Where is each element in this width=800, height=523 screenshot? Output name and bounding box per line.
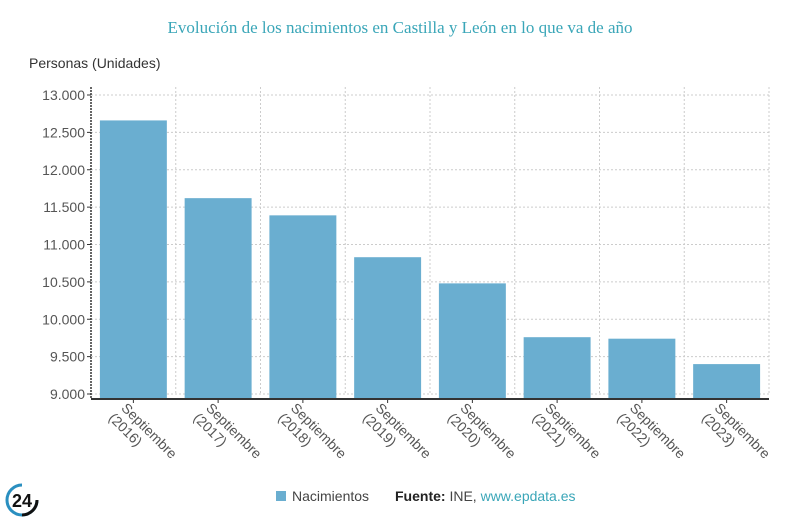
logo-text: 24 bbox=[12, 491, 32, 511]
y-tick-label: 10.000 bbox=[42, 311, 85, 327]
source-text: INE, bbox=[445, 488, 481, 504]
y-tick-label: 9.000 bbox=[50, 386, 85, 402]
legend-label-nacimientos: Nacimientos bbox=[292, 488, 370, 504]
y-tick-label: 10.500 bbox=[42, 274, 85, 290]
x-tick-label: Septiembre(2017) bbox=[190, 400, 265, 462]
legend[interactable]: Nacimientos bbox=[276, 488, 369, 504]
bar[interactable]: Septiembre (2018): 11390 bbox=[269, 215, 337, 398]
y-tick-label: 9.500 bbox=[50, 349, 85, 365]
y-axis-title: Personas (Unidades) bbox=[29, 55, 161, 71]
bar[interactable]: Septiembre (2021): 9760 bbox=[523, 337, 591, 398]
y-tick-label: 11.500 bbox=[43, 199, 85, 215]
bar[interactable]: Septiembre (2020): 10480 bbox=[438, 283, 506, 398]
x-tick-label: Septiembre(2021) bbox=[529, 400, 604, 462]
x-tick-labels: Septiembre(2016) Septiembre(2017) Septiemb… bbox=[106, 399, 774, 462]
source-credit: Fuente: INE, www.epdata.es bbox=[395, 488, 576, 504]
bars: Septiembre (2016): 12660Septiembre (2017… bbox=[99, 120, 761, 398]
x-tick-label: Septiembre(2022) bbox=[614, 400, 689, 462]
x-tick-label: Septiembre(2016) bbox=[106, 400, 181, 462]
chart-title: Evolución de los nacimientos en Castilla… bbox=[167, 18, 633, 37]
bar[interactable]: Septiembre (2022): 9740 bbox=[608, 338, 676, 398]
y-tick-labels: 9.000 9.500 10.000 10.500 11.000 11.500 12.000… bbox=[42, 87, 91, 402]
x-tick-label: Septiembre(2020) bbox=[445, 400, 520, 462]
source-prefix: Fuente: bbox=[395, 488, 446, 504]
x-tick-label: Septiembre(2018) bbox=[275, 400, 350, 462]
axes bbox=[90, 87, 769, 400]
bar[interactable]: Septiembre (2019): 10830 bbox=[354, 257, 422, 398]
legend-swatch-nacimientos bbox=[276, 491, 286, 501]
y-tick-label: 11.000 bbox=[43, 237, 85, 253]
y-tick-label: 13.000 bbox=[42, 87, 85, 103]
bar[interactable]: Septiembre (2023): 9400 bbox=[693, 364, 761, 398]
bar[interactable]: Septiembre (2017): 11620 bbox=[184, 198, 252, 398]
source-link[interactable]: www.epdata.es bbox=[480, 488, 576, 504]
y-tick-label: 12.000 bbox=[42, 162, 85, 178]
brand-logo: 24 bbox=[4, 482, 40, 518]
bar-chart: Septiembre (2016): 12660Septiembre (2017… bbox=[42, 87, 774, 462]
bar[interactable]: Septiembre (2016): 12660 bbox=[99, 120, 167, 398]
x-tick-label: Septiembre(2023) bbox=[699, 400, 774, 462]
y-tick-label: 12.500 bbox=[42, 124, 85, 140]
x-tick-label: Septiembre(2019) bbox=[360, 400, 435, 462]
